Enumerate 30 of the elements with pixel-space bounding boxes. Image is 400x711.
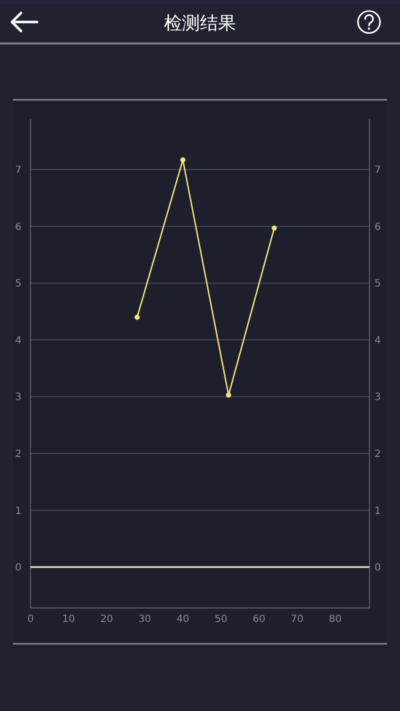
y2-tick-label: 2 — [374, 449, 381, 460]
y2-tick-label: 7 — [374, 165, 381, 176]
y-tick-label: 7 — [15, 165, 22, 176]
y-tick-label: 3 — [15, 392, 22, 404]
x-tick-label: 10 — [62, 614, 75, 625]
y-tick-label: 6 — [15, 222, 22, 233]
x-tick-label: 70 — [290, 614, 304, 625]
x-tick-label: 50 — [214, 614, 228, 625]
point — [180, 157, 186, 162]
y2-tick-label: 3 — [374, 392, 381, 404]
y-tick-label: 1 — [15, 506, 22, 517]
y-tick-label: 0 — [15, 562, 22, 574]
point — [272, 225, 277, 231]
y-tick-label: 5 — [15, 278, 22, 290]
x-tick-label: 20 — [100, 614, 114, 625]
y-tick-label: 4 — [15, 335, 22, 346]
chart-title: 检测结果 — [164, 13, 236, 34]
y2-tick-label: 5 — [374, 278, 381, 290]
point — [134, 314, 140, 320]
x-tick-label: 40 — [176, 614, 190, 625]
y2-tick-label: 6 — [374, 222, 381, 233]
x-tick-label: 60 — [252, 614, 266, 625]
x-tick-label: 80 — [328, 614, 342, 625]
y2-tick-label: 4 — [374, 335, 381, 346]
y2-tick-label: 1 — [374, 506, 381, 517]
x-tick-label: 30 — [138, 614, 152, 625]
y-tick-label: 2 — [15, 449, 22, 460]
x-tick-label: 0 — [27, 614, 34, 625]
y2-tick-label: 0 — [374, 562, 381, 574]
point — [226, 392, 232, 398]
